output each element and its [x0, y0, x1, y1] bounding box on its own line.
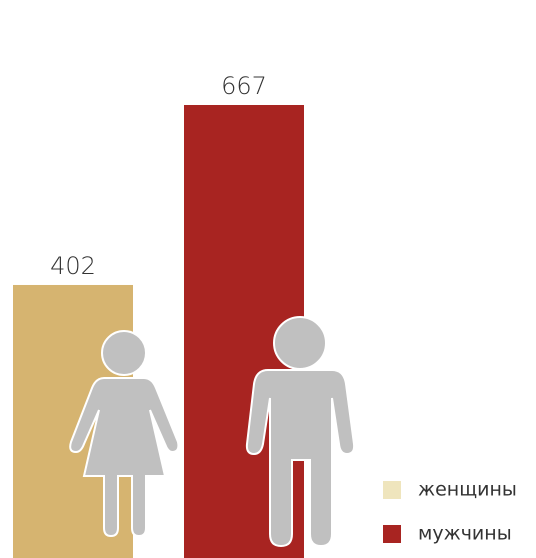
legend-swatch — [383, 525, 401, 543]
value-label: 402 — [50, 252, 96, 280]
legend-swatch — [383, 481, 401, 499]
legend-label: женщины — [418, 479, 517, 501]
legend: женщины мужчины — [383, 479, 517, 545]
female-figure — [69, 330, 180, 538]
value-label: 667 — [221, 72, 267, 100]
bars: 402 667 — [13, 72, 304, 558]
male-figure — [245, 316, 356, 548]
legend-label: мужчины — [418, 523, 512, 545]
